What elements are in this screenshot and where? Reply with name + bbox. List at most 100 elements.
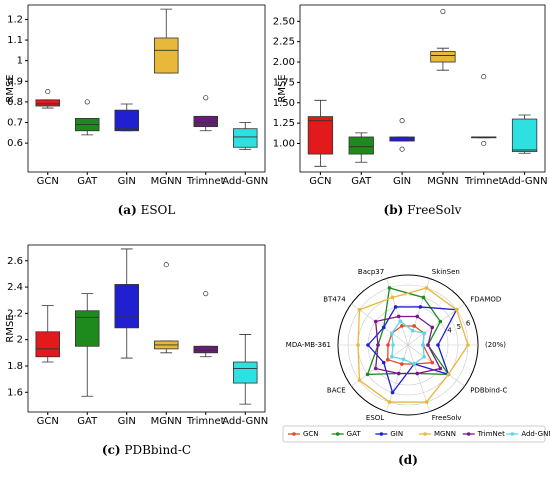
radar-point (422, 354, 426, 359)
radar-line (391, 320, 425, 365)
outlier (163, 262, 169, 268)
radar-point (357, 307, 362, 312)
radar-point (415, 314, 420, 319)
panel-caption: (b) FreeSolv (384, 203, 462, 217)
whisker-low (436, 62, 450, 71)
x-tick-label: Add-GNN (222, 176, 268, 187)
outlier (440, 8, 446, 15)
y-tick-label: 2.4 (7, 282, 23, 293)
radar-point (412, 362, 416, 366)
panel-label: (b) (384, 203, 404, 217)
x-tick-label: GAT (77, 176, 98, 187)
radar-point (385, 357, 390, 362)
y-axis-label: RMSE (5, 74, 16, 102)
whisker-low (41, 356, 54, 363)
y-tick-label: 1 (17, 56, 23, 67)
radar-point (446, 372, 451, 377)
radar-point (387, 400, 392, 404)
radar-point (430, 325, 435, 330)
outlier (399, 146, 405, 152)
x-tick-label: GIN (118, 416, 136, 427)
y-tick-label: 1.50 (273, 98, 295, 109)
radar-point (430, 360, 435, 365)
radar-axis-label: ESOL (366, 414, 384, 422)
radar-point (390, 354, 394, 359)
legend-marker (379, 432, 384, 436)
r-tick-label: 5 (457, 323, 461, 331)
x-tick-label: Trimnet (186, 176, 225, 187)
x-tick-label: MGNN (151, 416, 182, 427)
radar-point (398, 319, 403, 324)
radar-point (400, 362, 404, 366)
whisker-low (81, 346, 94, 397)
box (153, 37, 179, 74)
radar-point (436, 343, 440, 347)
y-tick-label: 2.2 (7, 308, 23, 319)
x-tick-label: GCN (37, 416, 59, 427)
legend-marker (510, 432, 515, 436)
y-tick-label: 0.8 (7, 97, 23, 108)
x-tick-label: GCN (309, 176, 331, 187)
whisker-high (239, 122, 252, 129)
panel-title: ESOL (141, 203, 176, 217)
box (35, 331, 61, 358)
radar-point (424, 400, 429, 404)
legend-marker (335, 432, 340, 436)
box (307, 116, 334, 155)
radar-point (390, 295, 395, 300)
legend-marker (292, 432, 296, 436)
radar-point (390, 331, 394, 336)
radar-point (418, 305, 423, 309)
radar-axis-label: BT474 (323, 296, 346, 304)
box (114, 109, 140, 132)
box (348, 136, 374, 155)
whisker-high (436, 47, 450, 52)
radar-point (421, 343, 425, 347)
x-tick-label: GAT (351, 176, 372, 187)
legend-label: Add-GNN (521, 430, 550, 438)
radar-point (357, 378, 362, 383)
radar-axis-label: Bacp37 (358, 268, 384, 276)
y-tick-label: 2.25 (273, 37, 295, 48)
y-tick-label: 0.7 (7, 118, 23, 129)
x-tick-label: Trimnet (464, 176, 503, 187)
radar-point (421, 295, 426, 300)
outlier (399, 118, 405, 124)
box (193, 345, 218, 354)
radar-point (376, 343, 380, 347)
whisker-low (199, 126, 212, 132)
y-tick-label: 2.50 (273, 16, 295, 27)
radar-point (410, 328, 415, 333)
radar-point (381, 360, 386, 365)
radar-point (386, 343, 390, 347)
panel-label: (a) (118, 203, 137, 217)
radar-point (373, 366, 378, 371)
radar-point (391, 343, 395, 347)
whisker-high (41, 305, 54, 332)
legend-label: TrimNet (477, 430, 505, 438)
radar-point (393, 305, 398, 309)
y-tick-label: 1.75 (273, 77, 295, 88)
radar-axis-label: PDBbind-C (470, 386, 507, 394)
y-tick-label: 2.6 (7, 256, 23, 267)
whisker-high (120, 248, 133, 285)
radar-point (438, 366, 443, 371)
y-axis-label: RMSE (277, 74, 288, 102)
radar-point (401, 357, 406, 362)
radar-point (466, 343, 470, 347)
box (193, 115, 218, 128)
radar-axis-label: BACE (327, 386, 346, 394)
panel-caption: (c) PDBbind-C (102, 443, 191, 457)
r-tick-label: 6 (466, 319, 471, 327)
panel-label: (d) (398, 453, 418, 467)
radar-point (387, 286, 392, 290)
radar-point (390, 390, 395, 395)
whisker-high (314, 99, 327, 117)
legend-marker (466, 432, 471, 436)
radar-point (373, 319, 378, 324)
whisker-high (518, 114, 531, 120)
y-tick-label: 1.6 (7, 387, 23, 398)
whisker-low (160, 348, 173, 354)
whisker-high (81, 293, 94, 311)
